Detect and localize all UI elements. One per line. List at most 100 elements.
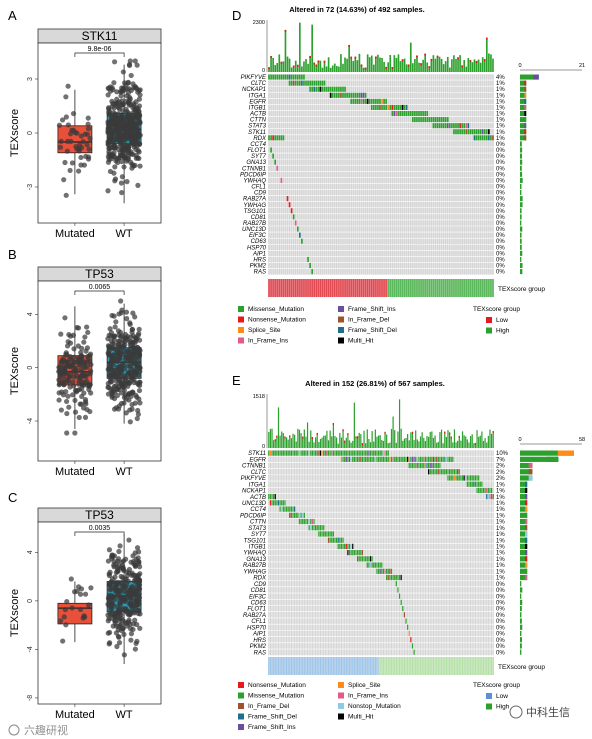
mutation-cell: [469, 481, 472, 487]
gene-count-bar: [520, 562, 528, 568]
mutation-cell: [363, 450, 365, 456]
sample-burden-bar: [282, 433, 284, 448]
mutation-cell: [375, 98, 377, 104]
gene-count-bar: [520, 543, 528, 550]
mutation-cell: [444, 456, 446, 462]
sample-burden-bar: [325, 66, 328, 72]
data-point: [62, 315, 68, 321]
mutation-cell: [363, 456, 365, 462]
mutation-cell: [302, 450, 304, 456]
gene-count-bar-segment: [525, 525, 528, 531]
mutation-cell: [321, 80, 324, 86]
mutation-cell: [458, 469, 460, 475]
mutation-cell: [365, 456, 367, 462]
data-point: [58, 331, 64, 337]
data-point: [105, 130, 111, 136]
sample-burden-bar: [442, 64, 445, 72]
mutation-cell: [299, 80, 301, 86]
mutation-cell: [407, 456, 409, 462]
data-point: [111, 406, 118, 412]
data-point: [112, 176, 119, 182]
sample-burden-bar: [373, 441, 375, 448]
sample-burden-bar: [284, 436, 286, 448]
facet-title: TP53: [85, 508, 114, 522]
gene-count-bar-segment: [525, 568, 528, 574]
data-point: [57, 364, 63, 370]
data-point: [116, 155, 122, 161]
data-point: [132, 58, 138, 64]
gene-label: CD81: [251, 215, 266, 221]
gene-count-bar: [520, 92, 527, 98]
mutation-cell: [340, 92, 342, 98]
mutation-cell: [282, 506, 284, 512]
sample-burden-bar: [371, 431, 373, 448]
gene-label: SYT7: [251, 154, 267, 160]
sample-burden-bar-top: [284, 29, 287, 32]
sample-burden-bar-top: [444, 431, 446, 434]
gene-label: HSP70: [247, 245, 267, 251]
sample-burden-bar: [383, 61, 385, 72]
mutation-cell: [285, 506, 288, 512]
data-point: [113, 377, 119, 384]
mutation-cell: [372, 98, 375, 104]
sample-burden-bar: [413, 440, 415, 448]
mutation-cell: [436, 456, 438, 462]
mutation-cell: [273, 494, 275, 500]
mutation-cell: [431, 456, 433, 462]
data-point: [121, 394, 128, 401]
sample-burden-bar: [298, 429, 301, 448]
data-point: [119, 563, 126, 569]
gene-label: YWHAQ: [243, 178, 266, 184]
sample-burden-bar-top: [474, 442, 477, 445]
legend-label: Missense_Mutation: [248, 693, 304, 700]
sample-burden-bar: [421, 432, 423, 448]
gene-percent: 1%: [496, 489, 505, 495]
mutation-cell: [289, 512, 291, 518]
mutation-cell: [424, 110, 426, 117]
mutation-cell: [276, 500, 278, 506]
data-point: [61, 381, 67, 388]
gene-count-bar-segment: [524, 117, 527, 123]
mutation-cell: [487, 494, 489, 500]
data-point: [84, 406, 90, 413]
sample-burden-bar: [277, 407, 280, 448]
data-point: [82, 360, 88, 366]
mutation-cell: [420, 110, 422, 117]
data-point: [105, 188, 111, 194]
data-point: [70, 392, 76, 398]
mutation-cell: [290, 208, 293, 214]
sample-burden-bar: [389, 54, 392, 72]
sample-burden-bar: [353, 402, 355, 448]
mutation-cell: [467, 123, 470, 129]
sample-burden-bar: [455, 58, 457, 72]
mutation-cell: [478, 475, 480, 481]
sample-burden-bar: [295, 441, 297, 448]
sample-burden-bar: [274, 439, 276, 448]
mutation-cell: [337, 543, 339, 550]
mutation-cell: [459, 129, 461, 135]
gene-count-bar: [520, 462, 533, 469]
mutation-cell: [460, 475, 462, 481]
mutation-cell: [478, 487, 480, 494]
sample-burden-bar: [350, 442, 352, 448]
mutation-cell: [289, 450, 291, 456]
sample-burden-bar-top: [475, 60, 478, 63]
gene-count-bar: [520, 232, 522, 238]
mutation-cell: [344, 86, 346, 92]
mutation-cell: [284, 74, 287, 80]
data-point: [117, 543, 123, 549]
data-point: [124, 143, 131, 149]
gene-label: CFL1: [251, 185, 266, 191]
data-point: [105, 630, 111, 636]
mutation-cell: [384, 568, 386, 574]
mutation-cell: [311, 86, 313, 92]
data-point: [124, 316, 130, 322]
data-point: [121, 579, 127, 585]
mutation-cell: [347, 543, 349, 550]
sample-burden-bar: [345, 437, 347, 448]
sample-burden-bar: [490, 433, 493, 448]
mutation-cell: [318, 525, 320, 531]
gene-label: ITGA1: [249, 482, 266, 488]
mutation-cell: [323, 80, 326, 86]
data-point: [135, 148, 141, 154]
